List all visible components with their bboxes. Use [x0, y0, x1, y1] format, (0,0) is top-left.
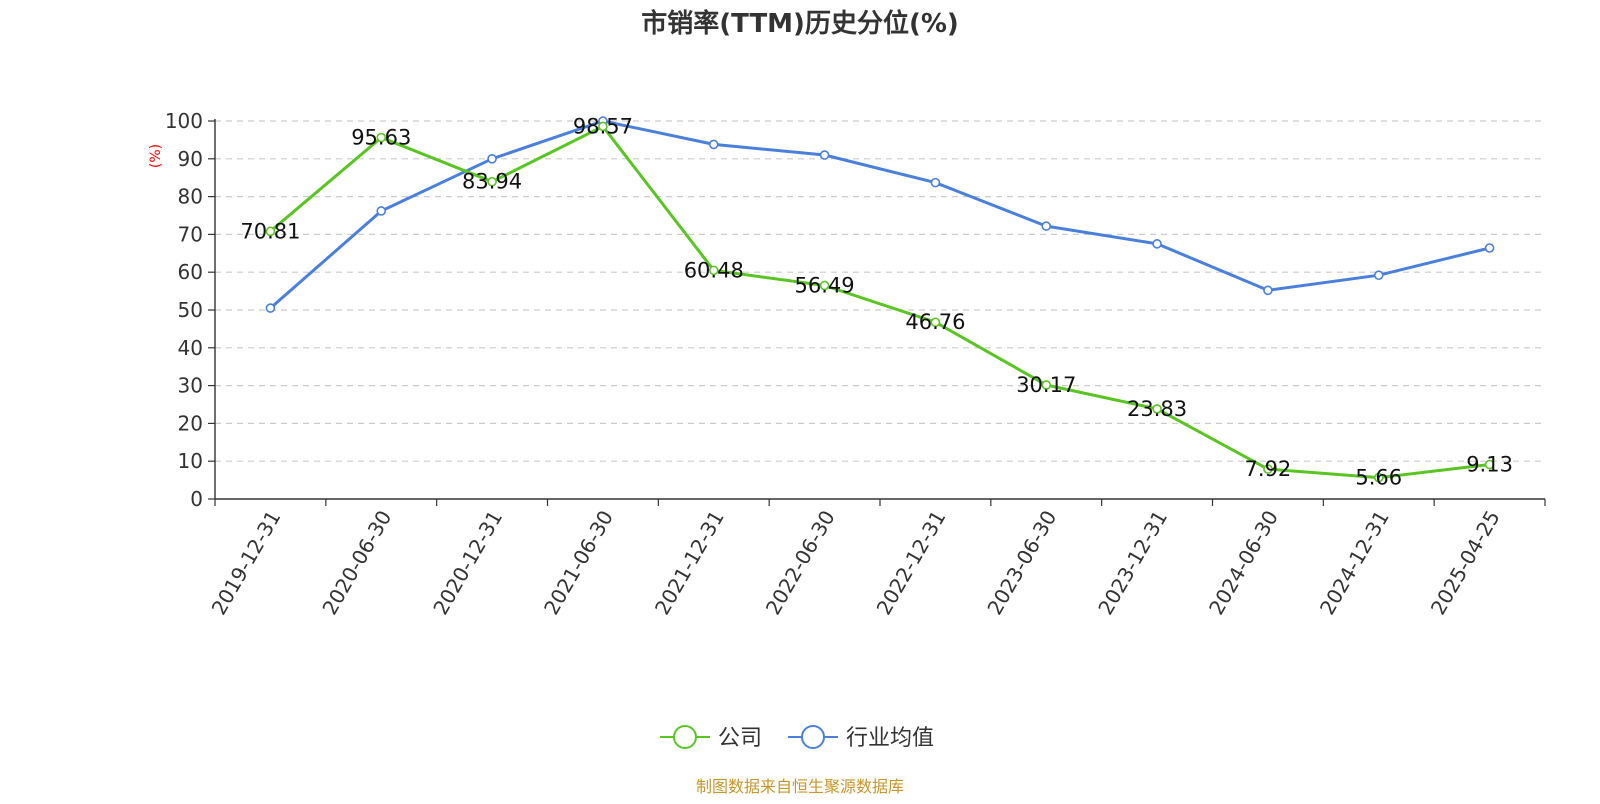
data-label: 83.94 — [462, 170, 522, 194]
data-point[interactable] — [1484, 459, 1495, 470]
data-point[interactable] — [487, 176, 497, 187]
x-tick-label: 2025-04-25 — [1426, 506, 1505, 619]
data-point[interactable] — [1263, 285, 1273, 296]
data-point[interactable] — [819, 280, 830, 291]
x-tick-label: 2024-06-30 — [1204, 506, 1283, 619]
data-label: 98.57 — [573, 114, 633, 138]
data-labels: 70.81 95.63 83.94 98.57 60.48 56.49 46.76 30.17… — [240, 114, 1513, 489]
data-point[interactable] — [1152, 239, 1162, 249]
legend[interactable]: 公司 行业均值 — [660, 725, 934, 751]
data-point[interactable] — [376, 132, 387, 143]
data-point[interactable] — [1373, 472, 1384, 483]
data-label: 9.13 — [1466, 452, 1513, 476]
data-label: 56.49 — [795, 273, 855, 297]
y-tick-label: 10 — [178, 449, 203, 473]
y-tick-label: 50 — [178, 298, 203, 322]
x-tick-label: 2022-12-31 — [872, 506, 951, 619]
data-label: 95.63 — [351, 126, 411, 150]
grid-lines — [215, 120, 1545, 462]
data-point[interactable] — [487, 154, 497, 164]
legend-marker — [801, 725, 825, 749]
data-point[interactable] — [1373, 270, 1384, 281]
y-tick-label: 0 — [190, 487, 203, 511]
data-label: 70.81 — [240, 219, 300, 243]
series-line-1 — [269, 119, 1490, 310]
data-point[interactable] — [376, 206, 387, 216]
data-point[interactable] — [1041, 380, 1052, 390]
series-lines — [265, 116, 1495, 483]
data-point[interactable] — [1152, 404, 1162, 414]
x-tick-label: 2020-06-30 — [317, 506, 396, 619]
data-point[interactable] — [708, 139, 719, 150]
legend-label: 公司 — [718, 726, 762, 751]
legend-label: 行业均值 — [846, 726, 934, 751]
y-tick-label: 100 — [165, 109, 203, 133]
data-point[interactable] — [1263, 464, 1273, 474]
y-tick-label: 60 — [178, 260, 203, 284]
legend-item-1[interactable]: 行业均值 — [788, 725, 934, 751]
y-tick-label: 20 — [178, 411, 203, 435]
data-label: 7.92 — [1245, 457, 1292, 481]
y-axis-label: (%) — [148, 144, 164, 168]
data-label: 23.83 — [1127, 397, 1187, 421]
data-point[interactable] — [819, 150, 830, 160]
data-point[interactable] — [1484, 243, 1495, 253]
data-point[interactable] — [930, 317, 941, 328]
series-line-0 — [269, 124, 1490, 480]
x-tick-label: 2020-12-31 — [428, 506, 507, 619]
y-tick-label: 90 — [178, 147, 203, 171]
axes: 0 10 20 30 40 50 60 70 80 90 100 2019-12-31 2020-06-… — [165, 109, 1546, 619]
data-label: 30.17 — [1016, 373, 1076, 397]
legend-item-0[interactable]: 公司 — [660, 725, 762, 751]
data-point[interactable] — [598, 121, 608, 132]
chart-title: 市销率(TTM)历史分位(%) — [641, 8, 959, 39]
data-point[interactable] — [930, 177, 941, 188]
data-point[interactable] — [265, 303, 276, 313]
data-label: 60.48 — [684, 258, 744, 282]
data-label: 5.66 — [1355, 466, 1402, 490]
x-tick-label: 2023-12-31 — [1093, 506, 1172, 619]
x-tick-label: 2019-12-31 — [207, 506, 286, 619]
data-point[interactable] — [708, 265, 719, 276]
data-point[interactable] — [265, 226, 276, 237]
y-tick-label: 70 — [178, 222, 203, 246]
data-point[interactable] — [1041, 221, 1052, 231]
x-tick-label: 2021-06-30 — [539, 506, 618, 619]
y-tick-label: 30 — [178, 374, 203, 398]
x-tick-label: 2022-06-30 — [761, 506, 840, 619]
x-tick-label: 2021-12-31 — [650, 506, 729, 619]
legend-marker — [673, 725, 697, 749]
data-label: 46.76 — [905, 310, 965, 334]
x-tick-label: 2023-06-30 — [982, 506, 1061, 619]
x-tick-label: 2024-12-31 — [1315, 506, 1394, 619]
y-tick-label: 80 — [178, 185, 203, 209]
y-tick-label: 40 — [178, 336, 203, 360]
source-note: 制图数据来自恒生聚源数据库 — [696, 777, 904, 796]
